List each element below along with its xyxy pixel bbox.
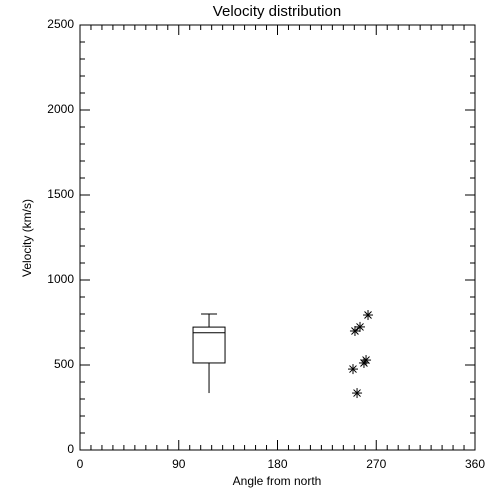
x-axis-label: Angle from north <box>233 474 322 488</box>
point <box>349 326 360 336</box>
point-stroke <box>360 359 368 367</box>
x-tick-label: 360 <box>465 457 485 471</box>
y-tick-label: 1000 <box>47 272 74 286</box>
plot-frame <box>79 24 476 451</box>
x-tick-label: 90 <box>172 457 186 471</box>
chart-title: Velocity distribution <box>213 3 341 20</box>
y-tick-label: 1500 <box>47 187 74 201</box>
y-tick-label: 500 <box>54 357 74 371</box>
point-stroke <box>353 389 361 397</box>
y-tick-label: 0 <box>67 442 74 456</box>
y-tick-label: 2500 <box>47 17 74 31</box>
point <box>361 355 372 366</box>
y-axis-label: Velocity (km/s) <box>20 199 34 277</box>
point-stroke <box>364 311 372 319</box>
x-tick-label: 270 <box>366 457 386 471</box>
point <box>347 364 358 375</box>
point <box>358 357 369 368</box>
point <box>363 310 374 321</box>
point <box>355 321 366 332</box>
y-tick-label: 2000 <box>47 102 74 116</box>
point-stroke <box>356 323 364 331</box>
x-tick-label: 180 <box>267 457 287 471</box>
x-tick-label: 0 <box>77 457 84 471</box>
point-stroke <box>349 365 357 373</box>
box-body <box>192 326 226 364</box>
point <box>352 388 363 399</box>
point-stroke <box>351 327 359 335</box>
